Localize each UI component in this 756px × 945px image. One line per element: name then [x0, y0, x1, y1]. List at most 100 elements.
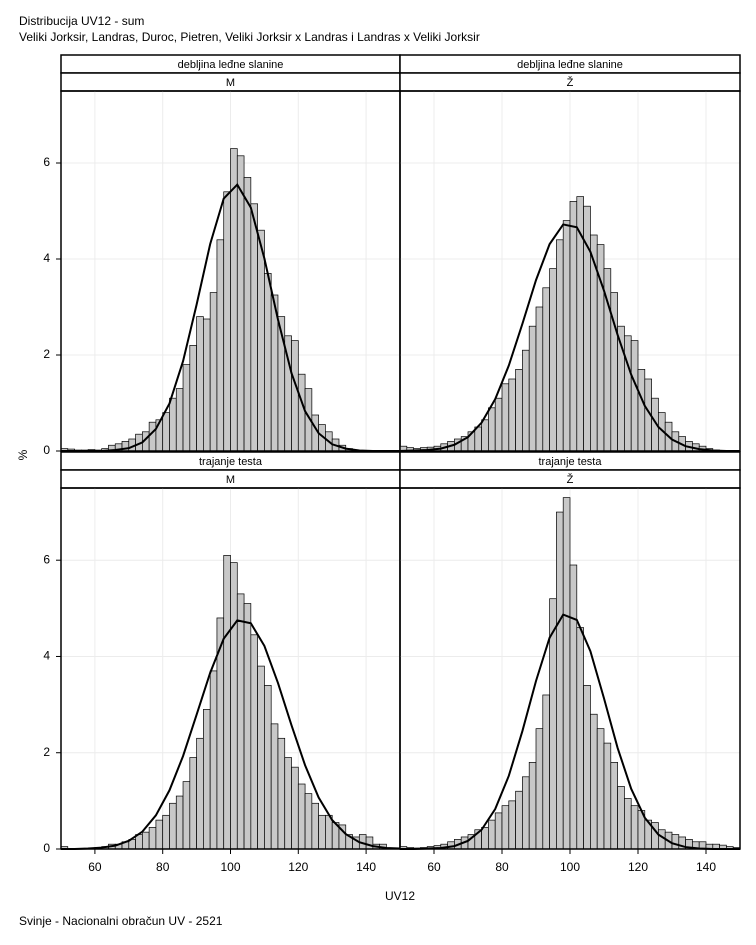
histogram-bar	[277, 737, 286, 850]
histogram-bar	[318, 814, 326, 850]
y-tick-label: 6	[43, 552, 50, 566]
x-tick-label: 80	[156, 860, 170, 874]
histogram-bar	[562, 497, 571, 850]
histogram-bar	[637, 369, 646, 452]
histogram-bar	[494, 812, 503, 850]
histogram-bar	[515, 369, 523, 452]
histogram-bar	[182, 364, 191, 452]
histogram-bar	[481, 419, 489, 452]
histogram-bar	[142, 831, 150, 850]
histogram-bar	[223, 555, 231, 850]
strip-label: trajanje testa	[539, 456, 603, 468]
histogram-bar	[196, 316, 204, 452]
histogram-bar	[556, 511, 564, 850]
x-tick-label: 60	[88, 860, 102, 874]
chart-title: Distribucija UV12 - sum	[19, 14, 144, 28]
histogram-bar	[508, 800, 516, 850]
histogram-bar	[603, 742, 612, 850]
histogram-bar	[236, 593, 245, 850]
density-curve	[399, 223, 740, 452]
x-tick-label: 120	[628, 860, 648, 874]
y-tick-label: 2	[43, 745, 50, 759]
histogram-bar	[223, 191, 231, 452]
histogram-bar	[297, 783, 306, 850]
y-axis-label: %	[16, 449, 30, 460]
histogram-bar	[297, 373, 306, 452]
histogram-bar	[243, 177, 252, 452]
histogram-bar	[542, 287, 550, 452]
histogram-bar	[630, 340, 639, 452]
histogram-bar	[203, 318, 211, 452]
histogram-bar	[522, 776, 530, 850]
histogram-bar	[148, 826, 157, 850]
x-axis-label: UV12	[385, 889, 415, 903]
histogram-bar	[671, 834, 680, 850]
histogram-bar	[556, 239, 564, 452]
histogram-bar	[617, 786, 625, 850]
histogram-bar	[583, 684, 591, 850]
density-curve	[400, 613, 740, 850]
strip-label: M	[226, 474, 235, 486]
y-tick-label: 0	[43, 841, 50, 855]
histogram-bar	[257, 229, 265, 452]
histogram-bar	[562, 220, 571, 452]
histogram-bar	[169, 397, 177, 452]
histogram-bar	[196, 737, 204, 850]
histogram-bar	[216, 239, 225, 452]
panel-frame	[399, 90, 741, 452]
histogram-bar	[474, 426, 482, 452]
histogram-bar	[257, 665, 265, 850]
histogram-bar	[596, 728, 605, 850]
x-tick-label: 100	[560, 860, 580, 874]
histogram-bar	[494, 397, 503, 452]
histogram-bar	[230, 148, 238, 452]
x-tick-label: 100	[220, 860, 240, 874]
histogram-bar	[209, 292, 218, 452]
histogram-bar	[630, 805, 639, 850]
histogram-bar	[311, 802, 319, 850]
density-curve	[61, 182, 400, 452]
histogram-bar	[203, 709, 211, 850]
histogram-bar	[528, 325, 537, 452]
panel-frame	[399, 487, 741, 850]
y-tick-label: 6	[43, 155, 50, 169]
histogram-bar	[230, 562, 238, 850]
histogram-bar	[291, 766, 299, 850]
histogram-bar	[169, 802, 177, 850]
histogram-bar	[515, 790, 523, 850]
histogram-bar	[189, 345, 197, 452]
histogram-bar	[209, 670, 218, 850]
histogram-bar	[264, 273, 272, 452]
histogram-bar	[148, 421, 157, 452]
strip-label: Ž	[567, 76, 574, 89]
histogram-bar	[250, 203, 258, 452]
histogram-bar	[264, 684, 272, 850]
histogram-bar	[175, 795, 184, 850]
histogram-bar	[481, 826, 489, 850]
x-tick-label: 140	[356, 860, 376, 874]
histogram-bar	[365, 836, 374, 850]
histogram-bar	[162, 412, 170, 452]
histogram-bar	[508, 378, 516, 452]
y-tick-label: 2	[43, 347, 50, 361]
histogram-bar	[291, 340, 299, 452]
histogram-bar	[501, 383, 510, 452]
histogram-bar	[304, 793, 313, 850]
histogram-bar	[501, 805, 510, 850]
density-curve	[61, 619, 401, 850]
histogram-bar	[488, 407, 496, 452]
strip-label: Ž	[567, 473, 574, 486]
histogram-bar	[542, 694, 550, 850]
histogram-bar	[488, 819, 496, 850]
y-tick-label: 4	[43, 649, 50, 663]
histogram-bar	[155, 819, 164, 850]
histogram-bar	[243, 603, 252, 850]
histogram-bar	[236, 155, 245, 452]
histogram-bar	[250, 634, 258, 850]
histogram-bar	[535, 728, 544, 850]
histogram-bar	[569, 564, 578, 850]
strip-label: trajanje testa	[199, 456, 263, 468]
x-tick-label: 140	[696, 860, 716, 874]
histogram-bar	[270, 723, 279, 850]
